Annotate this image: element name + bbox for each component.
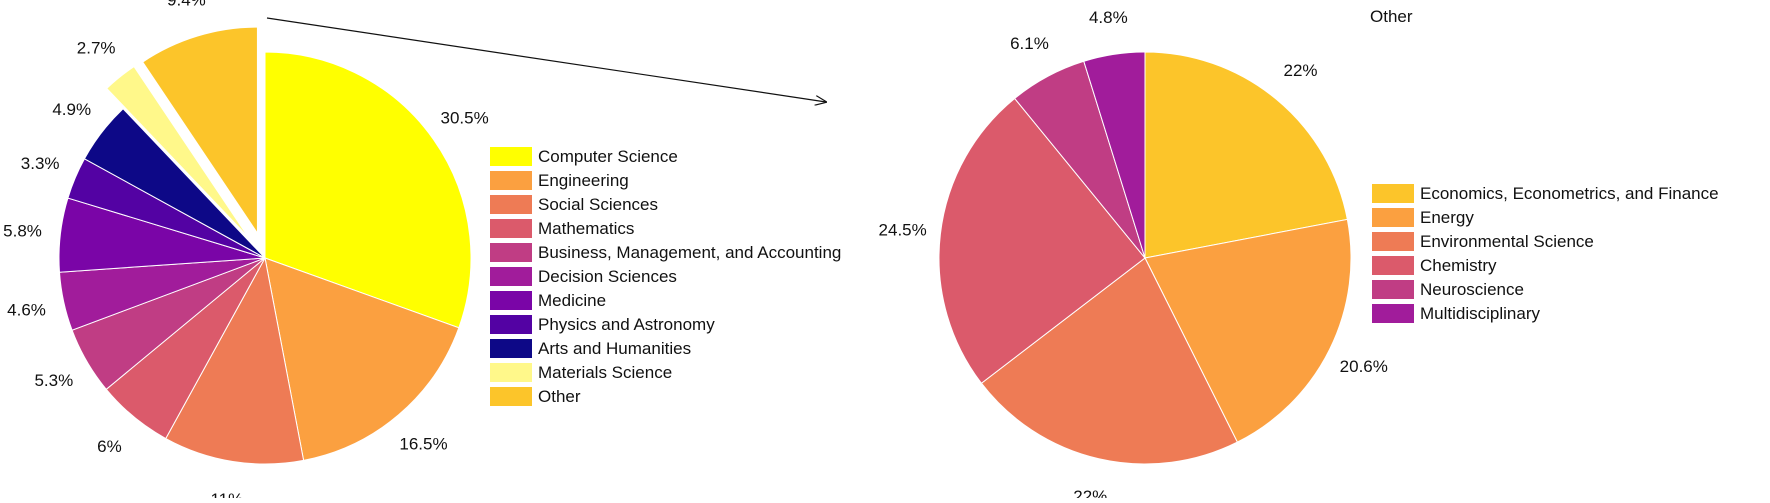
explode-arrow <box>266 17 826 102</box>
main-legend-label-medicine: Medicine <box>538 291 606 310</box>
main-legend-label-engineering: Engineering <box>538 171 629 190</box>
other-value-label-energy: 20.6% <box>1340 357 1388 376</box>
other-pie-chart: 22% 20.6% 22% 24.5% 6.1% 4.8% <box>879 8 1388 503</box>
main-legend-swatch-other <box>490 387 532 406</box>
main-value-label-other: 9.4% <box>167 0 206 10</box>
main-legend-swatch-medicine <box>490 291 532 310</box>
main-value-label-computer-science: 30.5% <box>441 109 489 128</box>
other-slice-energy <box>1144 218 1352 443</box>
other-legend-swatch-multidisciplinary <box>1372 304 1414 323</box>
main-legend-swatch-business-management-and-accounting <box>490 243 532 262</box>
main-legend-swatch-decision-sciences <box>490 267 532 286</box>
main-legend-label-computer-science: Computer Science <box>538 147 678 166</box>
main-pie-chart: 30.5% 16.5% 11% 6% 5.3% 4.6% 5.8% 3.3% 4.9% 2.7% 9… <box>3 0 489 503</box>
main-legend-swatch-physics-and-astronomy <box>490 315 532 334</box>
other-pie-legend: Economics, Econometrics, and Finance Ener… <box>1372 184 1719 323</box>
main-value-label-mathematics: 6% <box>97 437 122 456</box>
other-legend-label-multidisciplinary: Multidisciplinary <box>1420 304 1540 323</box>
other-legend-label-energy: Energy <box>1420 208 1474 227</box>
main-legend-swatch-mathematics <box>490 219 532 238</box>
main-legend-swatch-engineering <box>490 171 532 190</box>
other-value-label-chemistry: 24.5% <box>879 221 927 240</box>
other-legend-swatch-neuroscience <box>1372 280 1414 299</box>
main-value-label-business-management-and-accounting: 5.3% <box>34 371 73 390</box>
main-slice-engineering <box>264 257 460 461</box>
other-legend-swatch-economics-econometrics-and-finance <box>1372 184 1414 203</box>
main-value-label-arts-and-humanities: 4.9% <box>52 100 91 119</box>
other-legend-label-environmental-science: Environmental Science <box>1420 232 1594 251</box>
other-slice-economics-econometrics-and-finance <box>1144 51 1348 259</box>
main-slice-computer-science <box>264 51 472 329</box>
main-pie-legend: Computer Science Engineering Social Scienc… <box>490 147 841 406</box>
main-value-label-engineering: 16.5% <box>399 435 447 454</box>
main-legend-label-mathematics: Mathematics <box>538 219 634 238</box>
other-slice-chemistry <box>938 97 1146 384</box>
main-legend-swatch-computer-science <box>490 147 532 166</box>
main-legend-label-decision-sciences: Decision Sciences <box>538 267 677 286</box>
main-value-label-materials-science: 2.7% <box>77 38 116 57</box>
main-legend-swatch-arts-and-humanities <box>490 339 532 358</box>
main-slice-materials-science <box>106 65 250 239</box>
other-legend-swatch-energy <box>1372 208 1414 227</box>
main-value-label-medicine: 5.8% <box>3 221 42 240</box>
main-slice-arts-and-humanities <box>83 108 266 259</box>
other-value-label-multidisciplinary: 4.8% <box>1089 8 1128 27</box>
other-legend-swatch-chemistry <box>1372 256 1414 275</box>
main-legend-label-social-sciences: Social Sciences <box>538 195 658 214</box>
other-legend-label-neuroscience: Neuroscience <box>1420 280 1524 299</box>
main-legend-label-arts-and-humanities: Arts and Humanities <box>538 339 691 358</box>
main-legend-label-business-management-and-accounting: Business, Management, and Accounting <box>538 243 841 262</box>
main-legend-label-physics-and-astronomy: Physics and Astronomy <box>538 315 715 334</box>
other-legend-label-economics-econometrics-and-finance: Economics, Econometrics, and Finance <box>1420 184 1719 203</box>
main-legend-swatch-social-sciences <box>490 195 532 214</box>
other-value-label-economics-econometrics-and-finance: 22% <box>1284 61 1318 80</box>
main-legend-label-other: Other <box>538 387 581 406</box>
main-legend-swatch-materials-science <box>490 363 532 382</box>
other-legend-swatch-environmental-science <box>1372 232 1414 251</box>
main-legend-label-materials-science: Materials Science <box>538 363 672 382</box>
main-slice-other <box>142 26 258 235</box>
other-pie-title: Other <box>1370 7 1413 26</box>
other-slice-multidisciplinary <box>1083 51 1146 259</box>
other-slice-environmental-science <box>980 257 1239 465</box>
other-value-label-neuroscience: 6.1% <box>1010 34 1049 53</box>
main-value-label-decision-sciences: 4.6% <box>7 301 46 320</box>
other-value-label-environmental-science: 22% <box>1073 487 1107 498</box>
main-value-label-physics-and-astronomy: 3.3% <box>21 154 60 173</box>
other-legend-label-chemistry: Chemistry <box>1420 256 1497 275</box>
main-value-label-social-sciences: 11% <box>210 490 243 498</box>
main-slice-social-sciences <box>165 256 305 465</box>
